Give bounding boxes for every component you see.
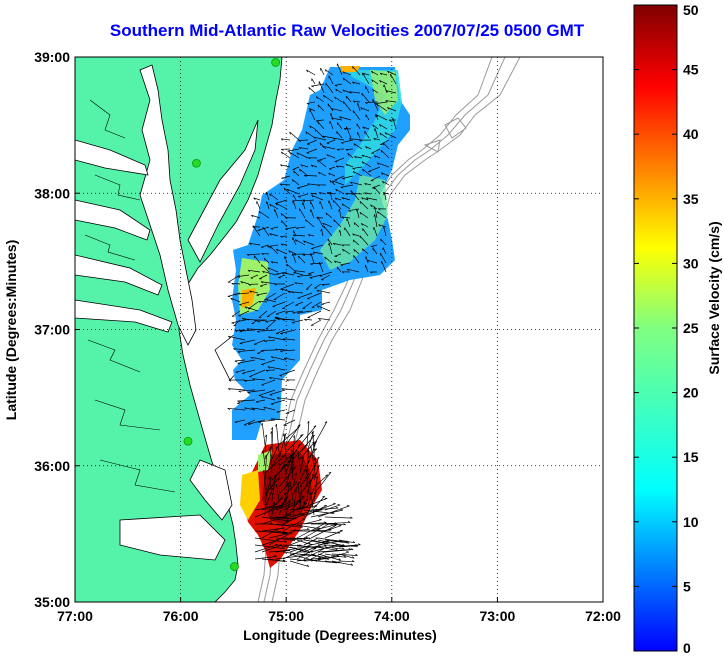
y-axis-ticks: 39:00 38:00 37:00 36:00 35:00 <box>34 49 80 610</box>
colorbar: 0 5 10 15 20 25 30 35 40 45 50 Surface Velocity (c… <box>633 2 722 656</box>
colorbar-tick-label: 45 <box>683 62 699 78</box>
radar-site-marker <box>183 436 193 446</box>
colorbar-tick-label: 50 <box>683 2 699 18</box>
colorbar-tick-label: 15 <box>683 449 699 465</box>
x-tick-label: 75:00 <box>268 608 304 624</box>
velocity-vectors <box>227 63 397 567</box>
x-tick-label: 73:00 <box>479 608 515 624</box>
colorbar-tick-label: 20 <box>683 385 699 401</box>
radar-sites <box>183 58 281 571</box>
radar-site-marker <box>192 158 201 168</box>
colorbar-ticks: 0 5 10 15 20 25 30 35 40 45 50 <box>634 2 699 656</box>
x-axis-ticks: 77:00 76:00 75:00 74:00 73:00 72:00 <box>57 597 621 624</box>
x-axis-label: Longitude (Degrees:Minutes) <box>243 627 437 643</box>
radar-site-marker <box>271 58 281 67</box>
map-plot-area <box>75 57 603 602</box>
colorbar-tick-label: 10 <box>683 514 699 530</box>
colorbar-label: Surface Velocity (cm/s) <box>706 221 722 374</box>
map-grid <box>75 57 603 602</box>
map-title: Southern Mid-Atlantic Raw Velocities 200… <box>109 21 585 40</box>
colorbar-tick-label: 0 <box>683 640 691 656</box>
colorbar-tick-label: 30 <box>683 255 699 271</box>
x-tick-label: 74:00 <box>374 608 410 624</box>
y-tick-label: 39:00 <box>34 49 70 65</box>
colorbar-tick-label: 35 <box>683 191 699 207</box>
chesapeake-bay <box>75 64 259 561</box>
y-tick-label: 36:00 <box>34 458 70 474</box>
radar-site-marker <box>230 562 239 571</box>
y-tick-label: 38:00 <box>34 185 70 201</box>
colorbar-tick-label: 5 <box>683 578 691 594</box>
colorbar-tick-label: 40 <box>683 126 699 142</box>
x-tick-label: 72:00 <box>585 608 621 624</box>
coastline-detail <box>84 99 176 493</box>
colorbar-gradient <box>633 4 678 652</box>
y-tick-label: 37:00 <box>34 322 70 338</box>
x-tick-label: 77:00 <box>57 608 93 624</box>
y-axis-label: Latitude (Degrees:Minutes) <box>3 240 19 420</box>
x-tick-label: 76:00 <box>163 608 199 624</box>
y-tick-label: 35:00 <box>34 594 70 610</box>
colorbar-tick-label: 25 <box>683 320 699 336</box>
